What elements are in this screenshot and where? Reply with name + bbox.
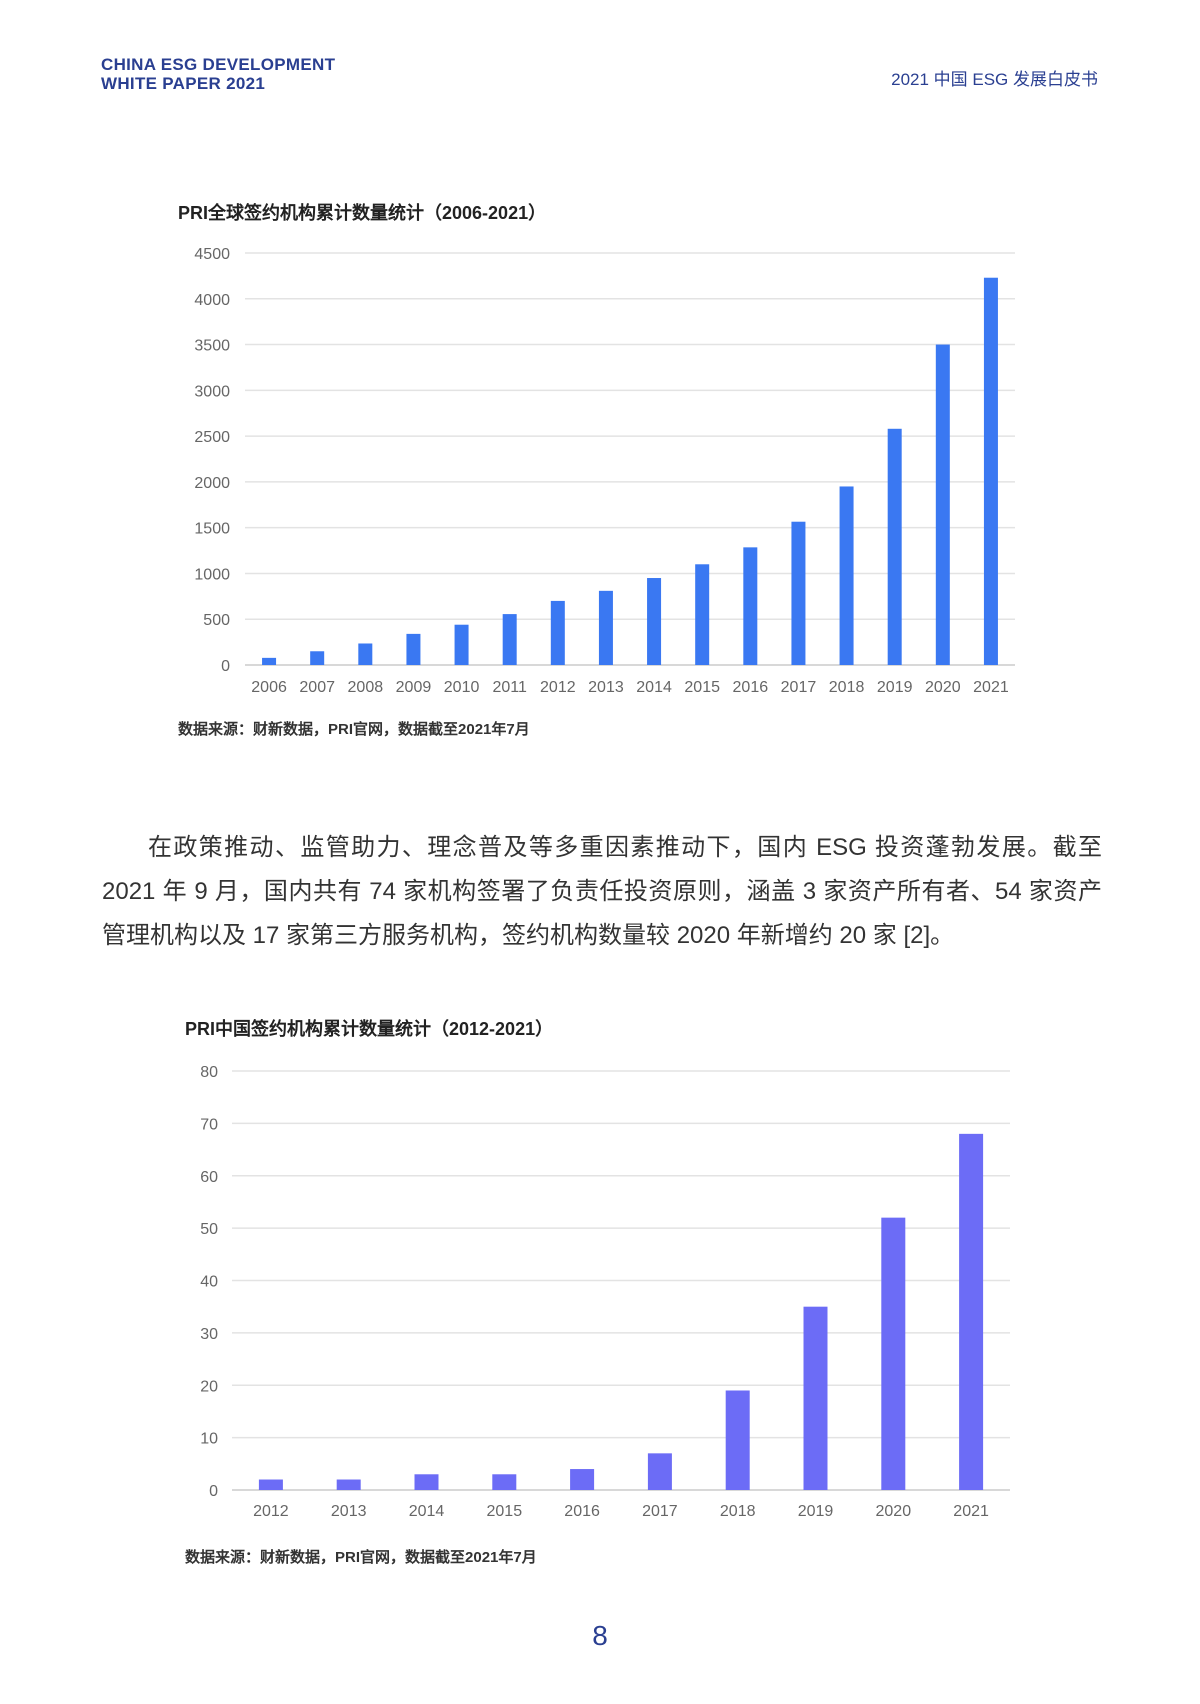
y-tick-label: 2000 [194, 475, 230, 492]
bar-2021 [983, 277, 998, 665]
header-title-en: CHINA ESG DEVELOPMENT WHITE PAPER 2021 [101, 55, 335, 93]
x-tick-label: 2016 [733, 679, 769, 696]
bar-2020 [881, 1217, 906, 1490]
y-tick-label: 4000 [194, 292, 230, 309]
x-tick-label: 2019 [798, 1503, 834, 1520]
chart-2-title: PRI中国签约机构累计数量统计（2012-2021） [185, 1019, 554, 1039]
x-tick-label: 2010 [444, 679, 480, 696]
header-line-2: WHITE PAPER 2021 [101, 74, 266, 93]
bar-2008 [358, 643, 373, 665]
bar-2014 [647, 578, 662, 665]
x-tick-label: 2015 [684, 679, 720, 696]
bar-2006 [262, 657, 277, 665]
x-tick-label: 2013 [331, 1503, 367, 1520]
x-tick-label: 2013 [588, 679, 624, 696]
x-tick-label: 2014 [409, 1503, 445, 1520]
bar-2012 [550, 600, 565, 665]
y-tick-label: 70 [200, 1116, 218, 1133]
chart-1-source: 数据来源：财新数据，PRI官网，数据截至2021年7月 [178, 721, 530, 738]
x-tick-label: 2021 [953, 1503, 989, 1520]
header-line-1: CHINA ESG DEVELOPMENT [101, 55, 336, 74]
bar-2016 [570, 1469, 595, 1490]
bar-2018 [725, 1390, 750, 1490]
header-title-cn: 2021 中国 ESG 发展白皮书 [891, 70, 1098, 89]
y-tick-label: 20 [200, 1378, 218, 1395]
x-tick-label: 2016 [564, 1503, 600, 1520]
x-tick-label: 2020 [925, 679, 961, 696]
y-tick-label: 3000 [194, 383, 230, 400]
bar-2019 [803, 1306, 828, 1490]
x-tick-label: 2012 [253, 1503, 289, 1520]
y-tick-label: 0 [209, 1483, 218, 1500]
y-tick-label: 60 [200, 1169, 218, 1186]
bar-2010 [454, 624, 469, 665]
bar-2011 [502, 614, 517, 665]
x-tick-label: 2012 [540, 679, 576, 696]
y-tick-label: 1000 [194, 566, 230, 583]
y-tick-label: 50 [200, 1221, 218, 1238]
body-paragraph: 在政策推动、监管助力、理念普及等多重因素推动下，国内 ESG 投资蓬勃发展。截至… [102, 834, 1102, 949]
chart-1-global-pri: 0 500 1000 1500 2000 2500 3000 3500 4000 4500 2006… [194, 246, 1015, 696]
x-tick-label: 2020 [876, 1503, 912, 1520]
chart-2-china-pri: 0 10 20 30 40 50 60 70 80 2012 2013 2014 2015 2016 201… [200, 1064, 1010, 1520]
bar-2016 [743, 547, 758, 665]
x-tick-label: 2006 [251, 679, 287, 696]
x-tick-label: 2018 [829, 679, 865, 696]
y-tick-label: 4500 [194, 246, 230, 263]
bar-2017 [791, 521, 806, 665]
chart-2-source: 数据来源：财新数据，PRI官网，数据截至2021年7月 [185, 1549, 537, 1566]
y-tick-label: 3500 [194, 338, 230, 355]
bar-2007 [310, 651, 325, 665]
bar-2015 [492, 1474, 517, 1490]
y-tick-label: 0 [221, 658, 230, 675]
bar-2017 [647, 1453, 672, 1490]
bar-2012 [258, 1479, 283, 1490]
bar-2018 [839, 486, 854, 665]
x-tick-label: 2021 [973, 679, 1009, 696]
y-tick-label: 40 [200, 1274, 218, 1291]
y-tick-label: 500 [203, 612, 230, 629]
page-number: 8 [592, 1620, 608, 1651]
bar-2009 [406, 633, 421, 665]
x-tick-label: 2017 [781, 679, 817, 696]
y-tick-label: 1500 [194, 521, 230, 538]
x-tick-label: 2009 [396, 679, 432, 696]
x-tick-label: 2014 [636, 679, 672, 696]
y-tick-label: 30 [200, 1326, 218, 1343]
bar-2020 [935, 344, 950, 665]
x-tick-label: 2008 [348, 679, 384, 696]
bar-2013 [336, 1479, 361, 1490]
y-tick-label: 10 [200, 1431, 218, 1448]
x-tick-label: 2015 [487, 1503, 523, 1520]
y-tick-label: 2500 [194, 429, 230, 446]
bar-2013 [598, 590, 613, 665]
bar-2015 [695, 564, 710, 665]
x-tick-label: 2019 [877, 679, 913, 696]
bar-2019 [887, 428, 902, 665]
x-tick-label: 2018 [720, 1503, 756, 1520]
bar-2014 [414, 1474, 439, 1490]
y-tick-label: 80 [200, 1064, 218, 1081]
x-tick-label: 2011 [492, 679, 527, 696]
chart-1-title: PRI全球签约机构累计数量统计（2006-2021） [178, 203, 547, 223]
x-tick-label: 2017 [642, 1503, 678, 1520]
bar-2021 [959, 1133, 984, 1490]
x-tick-label: 2007 [299, 679, 335, 696]
